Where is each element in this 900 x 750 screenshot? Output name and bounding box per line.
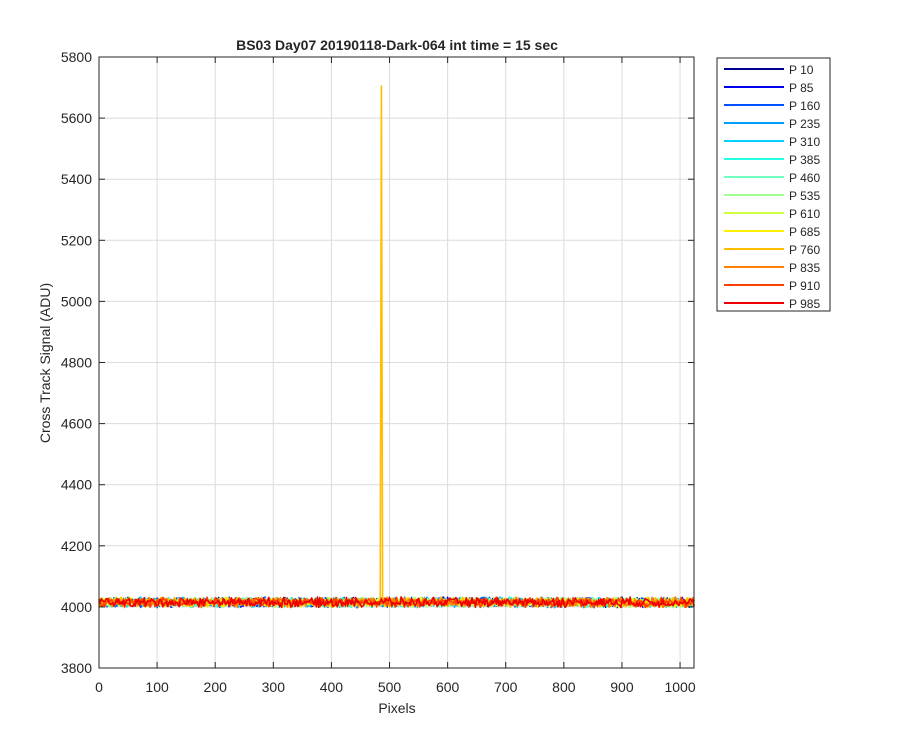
legend-label: P 985 <box>789 297 820 311</box>
y-tick-label: 4800 <box>61 355 92 371</box>
data-series <box>98 85 695 609</box>
x-tick-label: 1000 <box>664 679 695 695</box>
legend-label: P 10 <box>789 63 814 77</box>
x-tick-label: 800 <box>552 679 576 695</box>
x-tick-label: 600 <box>436 679 460 695</box>
legend-label: P 535 <box>789 189 820 203</box>
x-tick-label: 700 <box>494 679 518 695</box>
legend-box <box>716 57 831 312</box>
legend-label: P 160 <box>789 99 820 113</box>
x-tick-label: 300 <box>262 679 286 695</box>
axis-ticks: 0 100 200 300 400 500 600 700 800 900 1000 3800 4000… <box>61 49 696 695</box>
legend-label: P 760 <box>789 243 820 257</box>
legend-label: P 85 <box>789 81 814 95</box>
x-tick-label: 100 <box>145 679 169 695</box>
plot-area: 0 100 200 300 400 500 600 700 800 900 1000 3800 4000… <box>61 49 696 695</box>
y-tick-label: 5200 <box>61 232 92 248</box>
y-tick-label: 4400 <box>61 477 92 493</box>
legend-label: P 910 <box>789 279 820 293</box>
x-tick-label: 500 <box>378 679 402 695</box>
chart-title: BS03 Day07 20190118-Dark-064 int time = … <box>236 37 558 53</box>
x-tick-label: 200 <box>204 679 228 695</box>
legend-label: P 835 <box>789 261 820 275</box>
legend-label: P 610 <box>789 207 820 221</box>
x-axis-label: Pixels <box>378 700 415 716</box>
series-line-13 <box>98 596 695 609</box>
legend-label: P 385 <box>789 153 820 167</box>
legend-label: P 460 <box>789 171 820 185</box>
y-tick-label: 4600 <box>61 416 92 432</box>
y-tick-label: 4200 <box>61 538 92 554</box>
y-tick-label: 3800 <box>61 660 92 676</box>
legend-label: P 235 <box>789 117 820 131</box>
y-tick-label: 5600 <box>61 110 92 126</box>
legend-items: P 10 P 85 P 160 P 235 P 310 P 385 P 460 P 535 P … <box>724 63 820 311</box>
y-axis-label: Cross Track Signal (ADU) <box>37 283 53 443</box>
x-tick-label: 400 <box>320 679 344 695</box>
legend-label: P 685 <box>789 225 820 239</box>
legend: P 10 P 85 P 160 P 235 P 310 P 385 P 460 P 535 P … <box>716 57 831 312</box>
y-tick-label: 5400 <box>61 171 92 187</box>
y-tick-label: 4000 <box>61 599 92 615</box>
legend-label: P 310 <box>789 135 820 149</box>
y-tick-label: 5800 <box>61 49 92 65</box>
y-tick-label: 5000 <box>61 293 92 309</box>
x-tick-label: 0 <box>95 679 103 695</box>
x-tick-label: 900 <box>610 679 634 695</box>
